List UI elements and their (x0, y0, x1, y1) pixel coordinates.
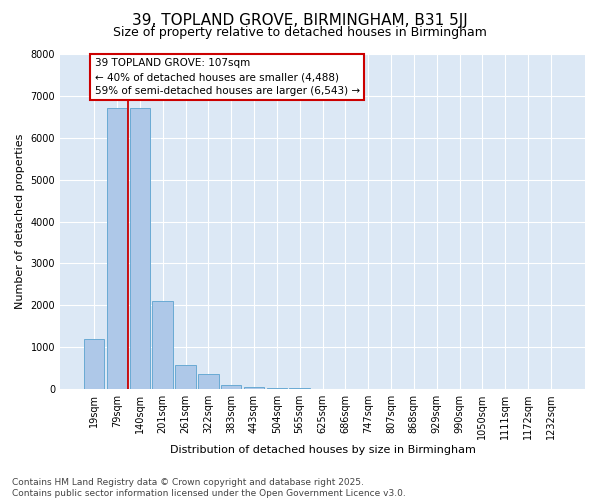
Bar (266, 388, 287, 389)
Text: 39, TOPLAND GROVE, BIRMINGHAM, B31 5JJ: 39, TOPLAND GROVE, BIRMINGHAM, B31 5JJ (132, 12, 468, 28)
Bar (289, 388, 310, 389)
Text: 39 TOPLAND GROVE: 107sqm
← 40% of detached houses are smaller (4,488)
59% of sem: 39 TOPLAND GROVE: 107sqm ← 40% of detach… (95, 58, 360, 96)
Text: Size of property relative to detached houses in Birmingham: Size of property relative to detached ho… (113, 26, 487, 39)
Bar (221, 385, 241, 389)
Y-axis label: Number of detached properties: Number of detached properties (15, 134, 25, 309)
X-axis label: Distribution of detached houses by size in Birmingham: Distribution of detached houses by size … (170, 445, 475, 455)
Bar (130, 108, 150, 389)
Bar (244, 387, 264, 389)
Bar (198, 374, 218, 389)
Bar (175, 365, 196, 389)
Bar (107, 108, 127, 389)
Bar (152, 301, 173, 389)
Bar (84, 339, 104, 389)
Text: Contains HM Land Registry data © Crown copyright and database right 2025.
Contai: Contains HM Land Registry data © Crown c… (12, 478, 406, 498)
